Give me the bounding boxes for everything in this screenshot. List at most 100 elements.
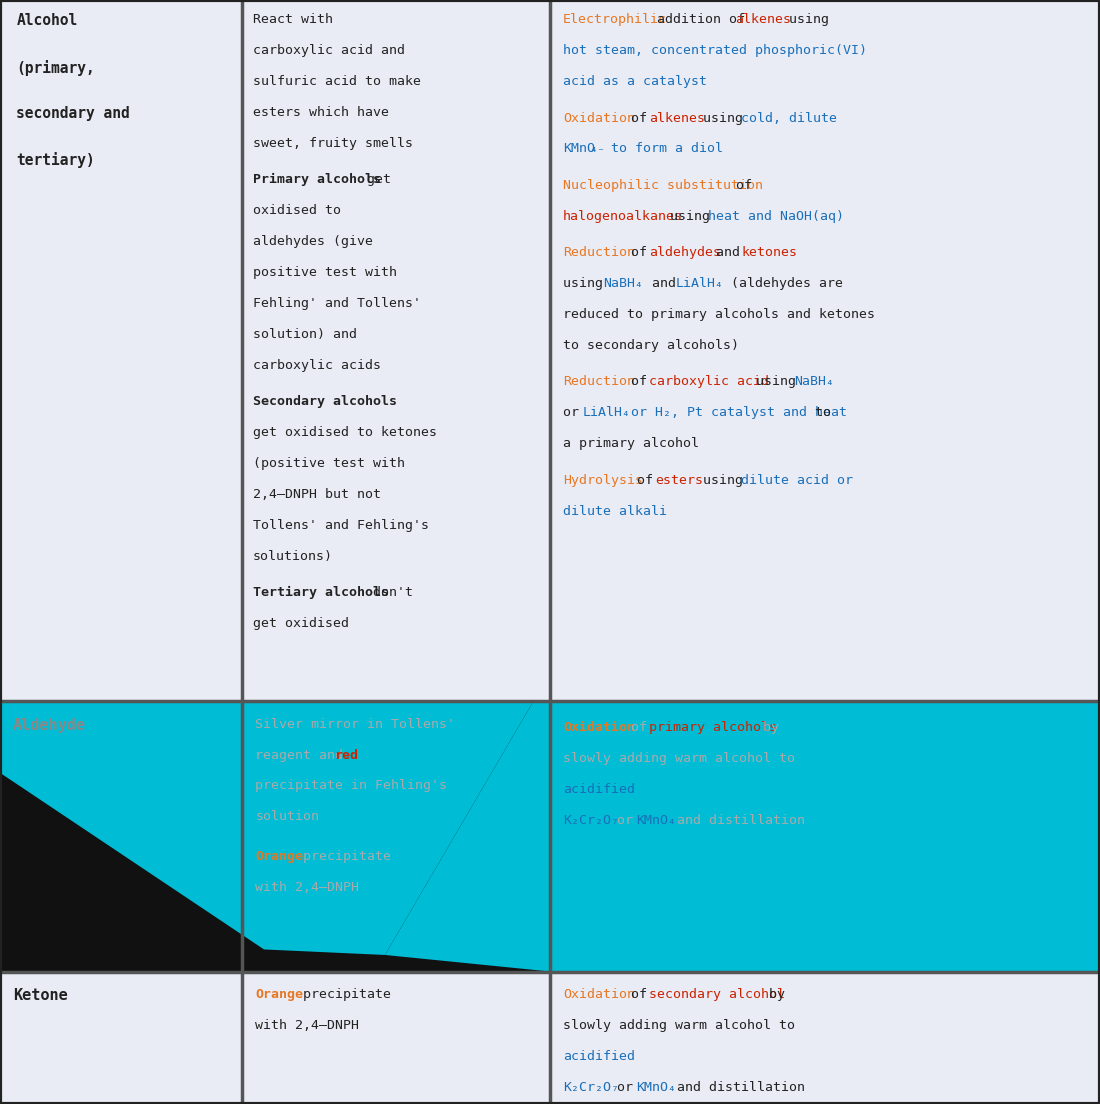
Text: ₄: ₄ [590, 142, 597, 156]
Text: to form a diol: to form a diol [603, 142, 723, 156]
Text: alkenes: alkenes [735, 13, 791, 26]
Text: NaBH₄: NaBH₄ [603, 277, 642, 290]
Text: secondary and: secondary and [16, 106, 130, 121]
Text: sulfuric acid to make: sulfuric acid to make [253, 75, 421, 88]
Text: addition of: addition of [649, 13, 754, 26]
Text: with 2,4–DNPH: with 2,4–DNPH [255, 881, 360, 894]
Text: by: by [761, 988, 785, 1001]
Text: aldehydes (give: aldehydes (give [253, 235, 373, 248]
Text: Ketone: Ketone [13, 988, 68, 1004]
Text: Orange: Orange [255, 988, 304, 1001]
Text: of: of [623, 988, 654, 1001]
Text: or: or [609, 1081, 641, 1094]
Text: and distillation: and distillation [669, 1081, 805, 1094]
Bar [0, 0, 1100, 701]
Text: ketones: ketones [741, 246, 798, 259]
Text: (primary,: (primary, [16, 60, 96, 75]
Text: precipitate: precipitate [295, 850, 390, 863]
Text: Alcohol: Alcohol [16, 13, 78, 29]
Text: and: and [708, 246, 748, 259]
Text: Tollens' and Fehling's: Tollens' and Fehling's [253, 519, 429, 532]
Polygon shape [0, 701, 534, 955]
Text: K₂Cr₂O₇: K₂Cr₂O₇ [563, 1081, 619, 1094]
Text: K₂Cr₂O₇: K₂Cr₂O₇ [563, 814, 619, 827]
Text: using: using [695, 112, 751, 125]
Text: KMnO₄: KMnO₄ [636, 814, 675, 827]
Text: and: and [636, 277, 684, 290]
Text: using: using [563, 277, 612, 290]
Text: reagent and: reagent and [255, 749, 351, 762]
Text: acidified: acidified [563, 783, 635, 796]
Text: Secondary alcohols: Secondary alcohols [253, 395, 397, 408]
Text: oxidised to: oxidised to [253, 204, 341, 217]
Text: esters which have: esters which have [253, 106, 389, 119]
Text: or H₂, Pt catalyst and heat: or H₂, Pt catalyst and heat [623, 406, 847, 420]
Text: KMnO₄: KMnO₄ [636, 1081, 675, 1094]
Text: 2,4–DNPH but not: 2,4–DNPH but not [253, 488, 381, 501]
Text: a primary alcohol: a primary alcohol [563, 437, 700, 450]
Text: Nucleophilic substitution: Nucleophilic substitution [563, 179, 763, 192]
Text: using: using [695, 474, 751, 487]
Text: KMnO: KMnO [563, 142, 595, 156]
Text: solutions): solutions) [253, 550, 333, 563]
Text: of: of [623, 112, 654, 125]
Text: with 2,4–DNPH: with 2,4–DNPH [255, 1019, 360, 1032]
Text: get oxidised to ketones: get oxidised to ketones [253, 426, 437, 439]
Text: of: of [623, 246, 654, 259]
Text: hot steam, concentrated phosphoric(VI): hot steam, concentrated phosphoric(VI) [563, 44, 867, 57]
Text: Fehling' and Tollens': Fehling' and Tollens' [253, 297, 421, 310]
Text: carboxylic acids: carboxylic acids [253, 359, 381, 372]
Text: Silver mirror in Tollens': Silver mirror in Tollens' [255, 718, 455, 731]
Text: reduced to primary alcohols and ketones: reduced to primary alcohols and ketones [563, 308, 876, 321]
Text: heat and NaOH(aq): heat and NaOH(aq) [708, 210, 845, 223]
Text: (positive test with: (positive test with [253, 457, 405, 470]
Text: tertiary): tertiary) [16, 152, 96, 168]
Text: precipitate in Fehling's: precipitate in Fehling's [255, 779, 448, 793]
Text: NaBH₄: NaBH₄ [794, 375, 834, 389]
Text: Primary alcohols: Primary alcohols [253, 173, 381, 187]
Text: using: using [781, 13, 829, 26]
Text: of: of [728, 179, 752, 192]
Text: LiAlH₄: LiAlH₄ [583, 406, 631, 420]
Text: red: red [334, 749, 359, 762]
Text: of: of [629, 474, 661, 487]
Text: Orange: Orange [255, 850, 304, 863]
Text: slowly adding warm alcohol to: slowly adding warm alcohol to [563, 752, 795, 765]
Text: alkenes: alkenes [649, 112, 705, 125]
Text: secondary alcohol: secondary alcohol [649, 988, 785, 1001]
Text: to secondary alcohols): to secondary alcohols) [563, 339, 739, 352]
Text: by: by [755, 721, 779, 734]
Text: get: get [359, 173, 390, 187]
Text: LiAlH₄: LiAlH₄ [675, 277, 724, 290]
Text: of: of [623, 721, 654, 734]
Text: of: of [623, 375, 654, 389]
Text: dilute acid or: dilute acid or [741, 474, 854, 487]
Text: ₋: ₋ [596, 142, 604, 156]
Text: or: or [609, 814, 641, 827]
Text: and distillation: and distillation [669, 814, 805, 827]
Text: solution) and: solution) and [253, 328, 358, 341]
Text: esters: esters [656, 474, 704, 487]
Polygon shape [385, 701, 1100, 972]
Text: precipitate: precipitate [295, 988, 390, 1001]
Text: Aldehyde: Aldehyde [13, 718, 86, 733]
Text: acidified: acidified [563, 1050, 635, 1063]
Text: (aldehydes are: (aldehydes are [715, 277, 843, 290]
Text: Oxidation: Oxidation [563, 112, 635, 125]
Text: React with: React with [253, 13, 333, 26]
Text: carboxylic acid: carboxylic acid [649, 375, 769, 389]
Text: halogenoalkanes: halogenoalkanes [563, 210, 683, 223]
Text: using: using [748, 375, 804, 389]
Text: solution: solution [255, 810, 319, 824]
Text: to: to [807, 406, 832, 420]
Text: or: or [563, 406, 587, 420]
Text: don't: don't [365, 586, 414, 599]
Text: slowly adding warm alcohol to: slowly adding warm alcohol to [563, 1019, 795, 1032]
Text: acid as a catalyst: acid as a catalyst [563, 75, 707, 88]
Text: aldehydes: aldehydes [649, 246, 720, 259]
Bar [0, 701, 1100, 972]
Text: cold, dilute: cold, dilute [741, 112, 837, 125]
Text: carboxylic acid and: carboxylic acid and [253, 44, 405, 57]
Text: Reduction: Reduction [563, 375, 635, 389]
Text: Tertiary alcohols: Tertiary alcohols [253, 586, 389, 599]
